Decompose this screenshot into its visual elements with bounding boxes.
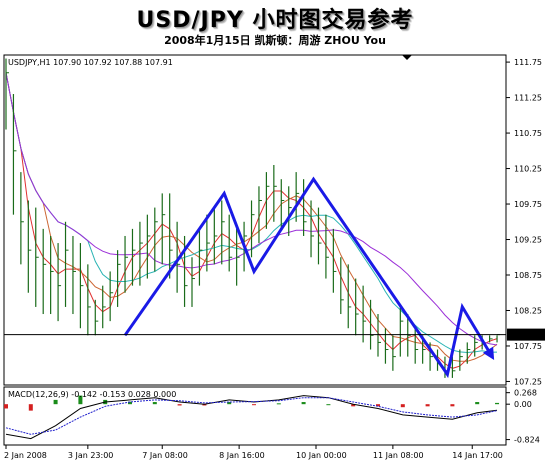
macd-histogram-bar (252, 404, 256, 406)
y-tick-label: 111.75 (514, 58, 542, 67)
macd-histogram-bar (177, 404, 182, 406)
macd-panel (3, 386, 507, 446)
macd-tick-label: -0.824 (514, 436, 540, 445)
x-tick-label: 8 Jan 16:00 (219, 451, 265, 460)
macd-histogram-bar (400, 404, 405, 408)
macd-histogram-bar (4, 404, 8, 409)
y-axis-ticks: 111.75 111.25 110.75 110.25 109.75 109.25 108.… (506, 58, 542, 386)
macd-tick-label: 0.268 (514, 389, 537, 398)
macd-histogram-bar (495, 402, 500, 405)
current-price-label: 107.91 (512, 331, 540, 340)
macd-y-ticks: 0.268 0.00 -0.824 (506, 389, 540, 445)
y-tick-label: 109.25 (514, 236, 542, 245)
macd-label: MACD(12,26,9) -0.142 -0.153 0.028 0.000 (8, 390, 176, 399)
y-tick-label: 107.25 (514, 377, 542, 386)
page-title: USD/JPY 小时图交易参考 (136, 8, 414, 33)
x-tick-label: 3 Jan 23:00 (68, 451, 114, 460)
y-tick-label: 110.25 (514, 165, 542, 174)
main-panel (3, 54, 507, 386)
shift-marker-icon (402, 55, 412, 60)
x-tick-label: 14 Jan 17:00 (452, 451, 503, 460)
macd-histogram-bar (450, 404, 455, 407)
page-subtitle: 2008年1月15日 凯斯顿：周游 ZHOU You (164, 34, 386, 47)
x-tick-label: 7 Jan 08:00 (142, 451, 188, 460)
macd-histogram-bar (152, 402, 157, 405)
pattern-annotation (123, 176, 495, 379)
y-tick-label: 108.25 (514, 306, 542, 315)
macd-histogram-bar (301, 402, 306, 405)
y-tick-label: 110.75 (514, 129, 542, 138)
current-price-tag (507, 328, 545, 341)
macd-tick-label: 0.00 (514, 400, 532, 409)
macd-histogram-bar (78, 395, 83, 405)
price-bars (5, 58, 501, 378)
current-price-line: 107.91 (4, 328, 545, 341)
macd-histogram-bar (425, 404, 430, 407)
signal-line (5, 397, 498, 435)
macd-histogram-bar (351, 404, 356, 407)
macd-histogram-bar (28, 404, 33, 411)
macd-histogram-bar (376, 404, 380, 407)
y-tick-label: 108.75 (514, 271, 542, 280)
x-tick-label: 11 Jan 08:00 (373, 451, 424, 460)
y-tick-label: 107.75 (514, 342, 542, 351)
macd-histogram-bar (128, 401, 132, 405)
y-tick-label: 109.75 (514, 200, 542, 209)
macd-histogram-bar (326, 404, 331, 406)
y-tick-label: 111.25 (514, 94, 542, 103)
instrument-label: USDJPY,H1 107.90 107.92 107.88 107.91 (8, 58, 173, 67)
x-tick-label: 10 Jan 00:00 (296, 451, 347, 460)
pattern-line (123, 176, 494, 379)
x-axis-ticks: 2 Jan 2008 3 Jan 23:00 7 Jan 08:00 8 Jan 16… (4, 445, 503, 460)
macd-histogram-bar (276, 403, 281, 405)
macd-histogram-bar (53, 399, 58, 405)
macd-histogram-bar (227, 402, 232, 405)
macd-histogram-bar (202, 404, 207, 406)
macd-histogram-bar (475, 402, 480, 405)
pattern-arrow-icon (482, 346, 495, 361)
macd-series (4, 395, 500, 440)
x-tick-label: 2 Jan 2008 (4, 451, 47, 460)
